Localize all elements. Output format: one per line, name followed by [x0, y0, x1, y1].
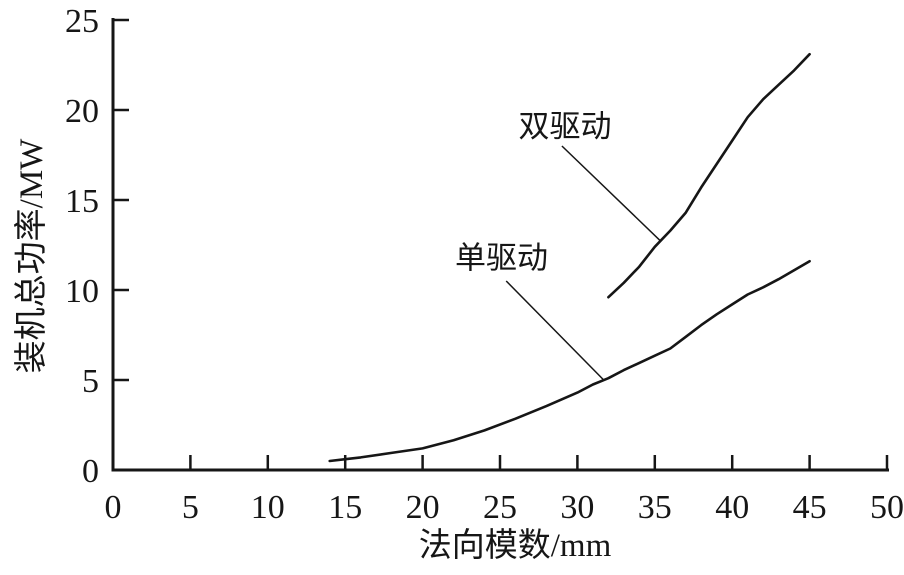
x-tick-label: 40 — [715, 489, 749, 526]
curve-label-single-drive-label: 单驱动 — [455, 241, 548, 276]
y-tick-label: 10 — [65, 273, 99, 310]
x-tick-label: 20 — [406, 489, 440, 526]
axes — [111, 18, 889, 472]
x-tick-label: 30 — [560, 489, 594, 526]
leader-line-single-drive-label — [505, 280, 605, 381]
y-tick-label: 5 — [82, 363, 99, 400]
x-tick-label: 25 — [483, 489, 517, 526]
x-tick-label: 35 — [638, 489, 672, 526]
series-curve-single-drive — [328, 259, 811, 463]
y-tick-label: 15 — [65, 183, 99, 220]
y-tick-label: 20 — [65, 93, 99, 130]
x-tick-label: 50 — [870, 489, 904, 526]
x-tick-label: 0 — [105, 489, 122, 526]
x-tick-label: 10 — [251, 489, 285, 526]
x-tick-label: 5 — [182, 489, 199, 526]
x-tick-label: 15 — [328, 489, 362, 526]
curve-label-dual-drive-label: 双驱动 — [519, 109, 612, 144]
x-axis-title: 法向模数/mm — [419, 527, 612, 564]
y-axis-title: 装机总功率/MW — [13, 138, 50, 374]
x-tick-label: 45 — [793, 489, 827, 526]
y-tick-label: 0 — [82, 453, 99, 490]
series-curve-dual-drive — [607, 52, 811, 299]
leader-line-dual-drive-label — [561, 145, 662, 242]
y-tick-label: 25 — [65, 3, 99, 40]
